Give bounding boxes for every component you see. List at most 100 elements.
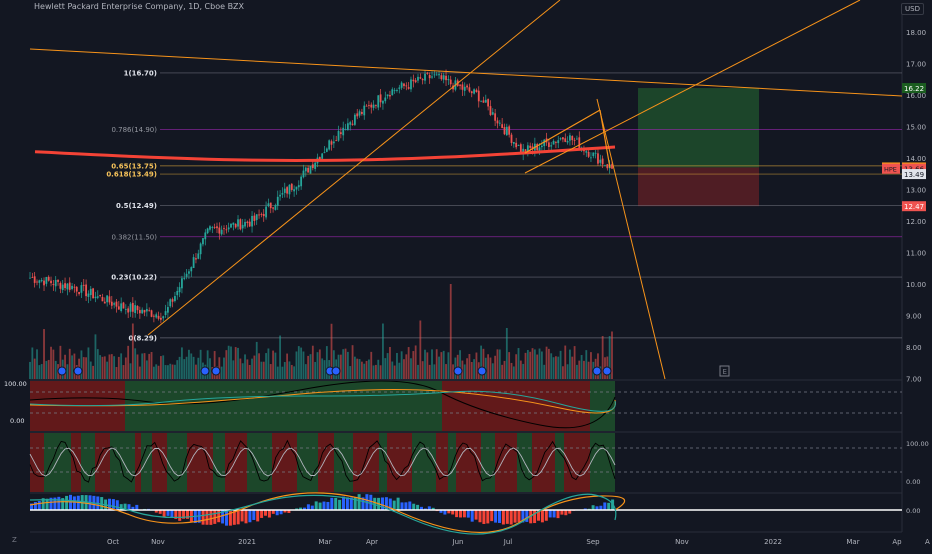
volume-bar	[384, 358, 386, 379]
candle-body	[564, 138, 566, 142]
volume-bar	[69, 349, 71, 379]
histogram-bar	[510, 510, 513, 525]
candle-body	[485, 100, 487, 103]
fib-label: 0.5(12.49)	[116, 202, 157, 210]
candle-body	[518, 145, 520, 146]
volume-bar	[431, 349, 433, 379]
candle-body	[300, 177, 302, 187]
candle-body	[162, 316, 164, 318]
volume-bar	[90, 362, 92, 379]
candle-body	[576, 139, 578, 140]
candle-body	[380, 94, 382, 102]
histogram-bar	[256, 510, 259, 521]
candle-body	[602, 159, 604, 165]
volume-bar	[422, 361, 424, 379]
candle-body	[160, 318, 162, 320]
candle-body	[508, 126, 510, 134]
volume-bar	[228, 346, 230, 379]
candle-body	[38, 280, 40, 283]
candle-body	[354, 115, 356, 125]
candle-body	[373, 105, 375, 108]
candle-body	[183, 278, 185, 279]
volume-bar	[536, 355, 538, 379]
indicator1-band	[125, 381, 165, 431]
histogram-bar	[494, 510, 497, 523]
volume-bar	[352, 345, 354, 379]
volume-bar	[494, 356, 496, 379]
candle-body	[293, 189, 295, 191]
histogram-bar	[482, 510, 485, 524]
candle-body	[204, 232, 206, 239]
volume-bar	[139, 367, 141, 379]
price-tick: 14.00	[906, 155, 926, 163]
indicator2-tick: 0.00	[906, 478, 920, 486]
candle-body	[396, 90, 398, 91]
candle-body	[244, 222, 246, 227]
candle-body	[69, 283, 71, 290]
candle-body	[431, 76, 433, 77]
volume-bar	[125, 357, 127, 379]
candle-body	[553, 141, 555, 145]
candle-body	[92, 288, 94, 298]
indicator2-band	[448, 433, 456, 492]
candle-body	[504, 127, 506, 134]
volume-bar	[265, 353, 267, 379]
candle-body	[116, 302, 118, 307]
candle-body	[345, 129, 347, 130]
candle-body	[305, 168, 307, 172]
histogram-bar	[404, 502, 407, 510]
candle-body	[88, 294, 90, 297]
histogram-bar	[170, 510, 173, 518]
volume-bar	[354, 357, 356, 379]
candle-body	[571, 136, 573, 140]
histogram-bar	[116, 500, 119, 510]
histogram-bar	[553, 510, 556, 517]
histogram-bar	[57, 497, 60, 510]
indicator2-band	[167, 433, 187, 492]
volume-bar	[515, 354, 517, 379]
x-tick: 2022	[764, 538, 782, 546]
indicator2-band	[141, 433, 152, 492]
candle-body	[513, 142, 515, 144]
volume-bar	[55, 361, 57, 379]
volume-bar	[543, 365, 545, 379]
candle-body	[218, 228, 220, 234]
volume-bar	[518, 348, 520, 379]
price-badge-value: 12.47	[904, 203, 924, 211]
volume-bar	[45, 361, 47, 379]
candle-body	[193, 257, 195, 268]
candle-body	[176, 291, 178, 295]
candle-body	[228, 227, 230, 229]
indicator2-band	[481, 433, 495, 492]
x-tick: Nov	[675, 538, 689, 546]
indicator2-band	[590, 433, 615, 492]
volume-bar	[141, 353, 143, 379]
candle-body	[506, 127, 508, 135]
volume-bar	[92, 366, 94, 379]
candle-body	[492, 112, 494, 114]
volume-bar	[193, 357, 195, 379]
currency-button[interactable]: USD	[901, 3, 924, 15]
price-tick: 10.00	[906, 281, 926, 289]
volume-bar	[534, 349, 536, 379]
histogram-bar	[397, 498, 400, 510]
histogram-bar	[498, 510, 501, 523]
candle-body	[469, 87, 471, 91]
volume-bar	[83, 357, 85, 379]
histogram-bar	[338, 500, 341, 510]
indicator3-line	[30, 493, 625, 533]
volume-bar	[29, 362, 31, 379]
candle-body	[370, 105, 372, 108]
volume-bar	[387, 353, 389, 379]
volume-bar	[492, 363, 494, 379]
volume-bar	[476, 353, 478, 379]
candle-body	[202, 238, 204, 244]
indicator2-tick: 100.00	[906, 440, 929, 448]
volume-bar	[564, 346, 566, 379]
volume-bar	[134, 348, 136, 379]
histogram-bar	[276, 510, 279, 515]
indicator2-band	[436, 433, 448, 492]
volume-bar	[319, 349, 321, 379]
